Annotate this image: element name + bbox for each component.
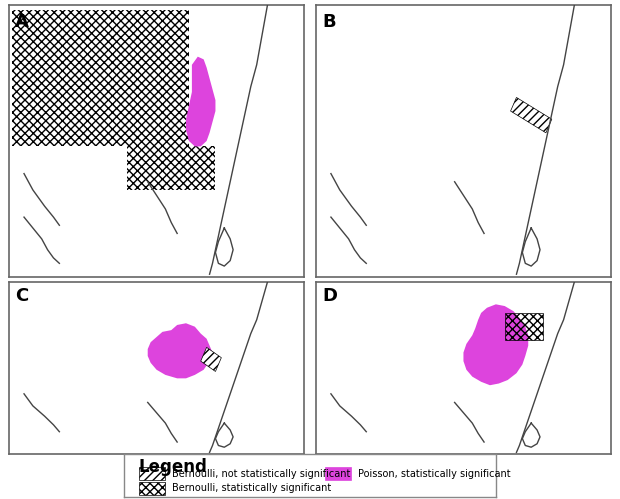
Polygon shape [186, 57, 216, 146]
Polygon shape [511, 97, 552, 133]
Text: B: B [322, 13, 335, 31]
Bar [127, 146, 216, 190]
Bar [12, 10, 189, 146]
Text: C: C [15, 287, 29, 305]
Bar [139, 482, 165, 495]
Bar [139, 467, 165, 481]
Text: Poisson, statistically significant: Poisson, statistically significant [358, 469, 511, 479]
Polygon shape [201, 347, 221, 371]
Bar [325, 467, 351, 481]
Polygon shape [148, 323, 213, 378]
Text: A: A [15, 13, 29, 31]
Text: D: D [322, 287, 337, 305]
Bar [505, 313, 543, 340]
Text: Bernoulli, not statistically significant: Bernoulli, not statistically significant [172, 469, 351, 479]
Polygon shape [464, 304, 528, 385]
Text: Bernoulli, statistically significant: Bernoulli, statistically significant [172, 484, 332, 494]
Text: Legend: Legend [139, 458, 208, 477]
